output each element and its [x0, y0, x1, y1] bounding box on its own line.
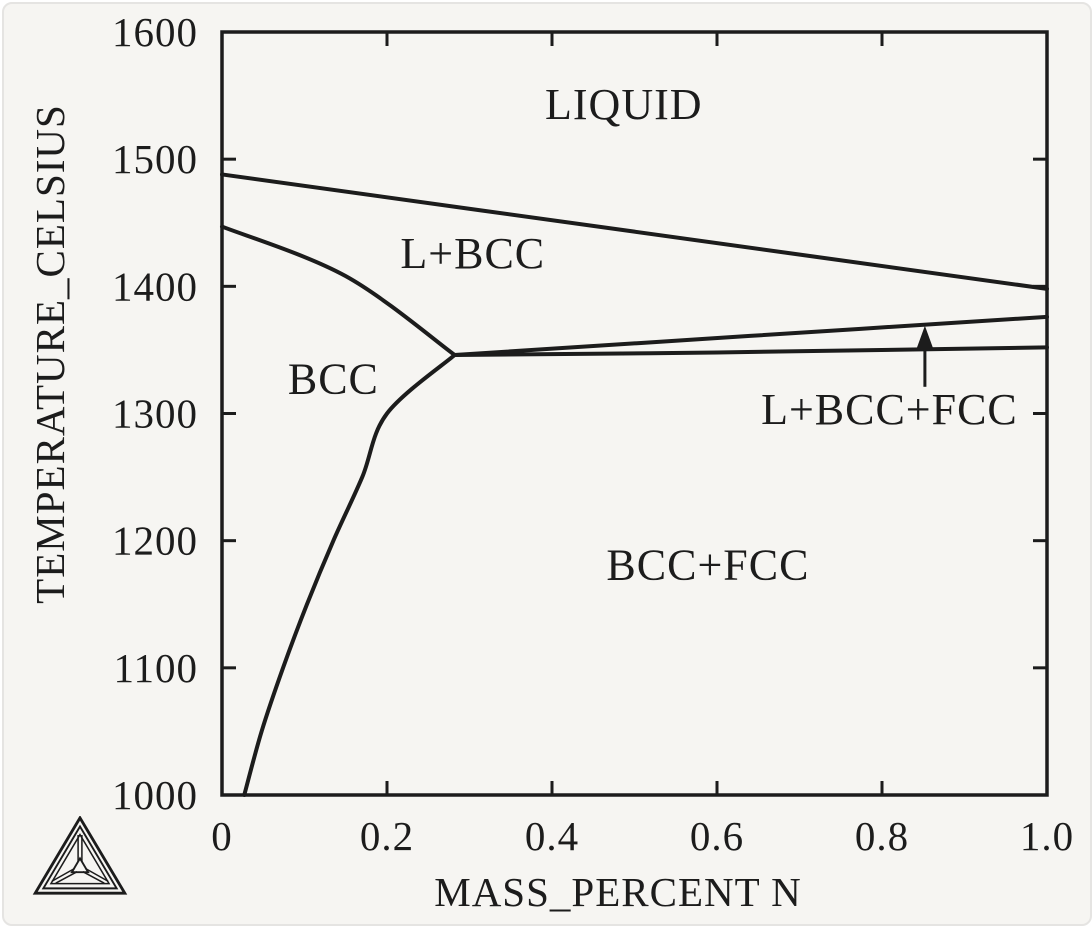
x-tick-label: 0 — [211, 813, 233, 859]
plot-area: 0 0.2 0.4 0.6 0.8 1.0 1000 1100 1200 1300 1400 1500… — [112, 9, 1074, 859]
x-tick-label: 0.4 — [525, 813, 579, 859]
region-label-bcc: BCC — [288, 355, 379, 404]
phase-boundary-liquidus-liquid-lbcc-boundary — [220, 172, 1049, 291]
phase-boundary-bcc-bccfcc-solvus — [242, 353, 457, 797]
x-tick-label: 0.2 — [360, 813, 414, 859]
y-tick-label: 1300 — [112, 391, 198, 437]
x-tick-label: 0.8 — [855, 813, 909, 859]
region-label-liquid: LIQUID — [545, 80, 703, 129]
annotation-arrow-head — [916, 325, 933, 348]
x-tick-label: 0.6 — [690, 813, 744, 859]
phase-boundary-bcc-solidus-bcc-lbcc-boundary — [220, 224, 457, 358]
phase-boundary-lbccfcc-bccfcc-lower-boundary — [452, 345, 1049, 358]
region-label-l-bcc: L+BCC — [400, 229, 545, 278]
phase-boundary-lbcc-lbccfcc-upper-boundary — [452, 314, 1049, 358]
y-axis-title: TEMPERATURE_CELSIUS — [27, 104, 73, 604]
thermo-calc-logo-icon — [32, 816, 128, 895]
x-axis-title: MASS_PERCENT N — [434, 869, 802, 915]
region-label-l-bcc-fcc: L+BCC+FCC — [761, 385, 1018, 434]
y-tick-label: 1400 — [112, 263, 198, 309]
y-tick-label: 1600 — [112, 9, 198, 55]
y-tick-label: 1000 — [112, 772, 198, 818]
region-label-bcc-fcc: BCC+FCC — [606, 540, 809, 589]
y-tick-label: 1100 — [114, 645, 198, 691]
x-tick-label: 1.0 — [1020, 813, 1074, 859]
y-tick-label: 1500 — [112, 136, 198, 182]
y-tick-label: 1200 — [112, 518, 198, 564]
